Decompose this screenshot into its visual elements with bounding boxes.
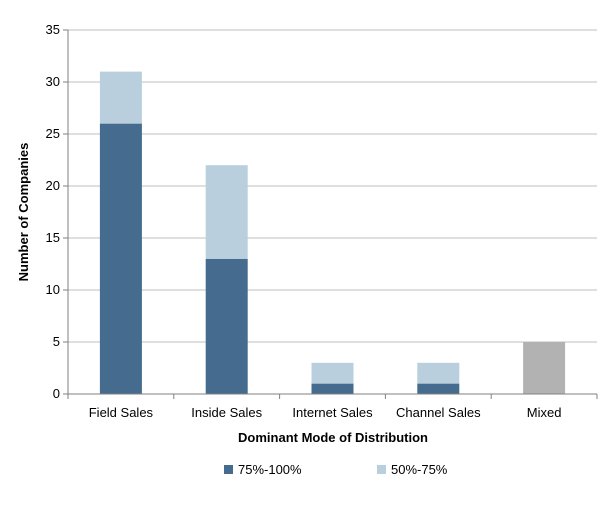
gridlines xyxy=(68,29,597,343)
axis-labels: Number of Companies Dominant Mode of Dis… xyxy=(16,143,428,445)
x-tick-label: Mixed xyxy=(527,405,562,420)
bar-segment xyxy=(311,362,354,384)
x-tick-label: Internet Sales xyxy=(292,405,373,420)
legend: 75%-100% 50%-75% xyxy=(224,462,448,477)
y-tick-label: 0 xyxy=(53,386,60,401)
legend-label: 75%-100% xyxy=(238,462,302,477)
y-tick-label: 5 xyxy=(53,334,60,349)
y-tick-label: 30 xyxy=(46,74,60,89)
y-tick-label: 10 xyxy=(46,282,60,297)
legend-swatch xyxy=(377,465,386,474)
x-tick-label: Channel Sales xyxy=(396,405,481,420)
y-axis-title: Number of Companies xyxy=(16,143,31,282)
bar-segment xyxy=(99,123,142,394)
y-tick-label: 25 xyxy=(46,126,60,141)
bar-segment xyxy=(99,71,142,124)
x-tick-label: Inside Sales xyxy=(191,405,262,420)
x-tick-label: Field Sales xyxy=(89,405,154,420)
bar-segment xyxy=(417,383,460,394)
x-axis-title: Dominant Mode of Distribution xyxy=(238,430,428,445)
y-tick-label: 20 xyxy=(46,178,60,193)
bar-segment xyxy=(523,342,566,394)
axes: 0 5 10 15 20 25 30 35 Field Sales Inside Sales Int… xyxy=(46,22,598,420)
legend-label: 50%-75% xyxy=(391,462,448,477)
y-tick-label: 15 xyxy=(46,230,60,245)
bar-segment xyxy=(311,383,354,394)
bar-segment xyxy=(205,258,248,394)
bars xyxy=(99,71,566,394)
legend-swatch xyxy=(224,465,233,474)
bar-segment xyxy=(417,362,460,384)
y-tick-label: 35 xyxy=(46,22,60,37)
bar-segment xyxy=(205,165,248,259)
